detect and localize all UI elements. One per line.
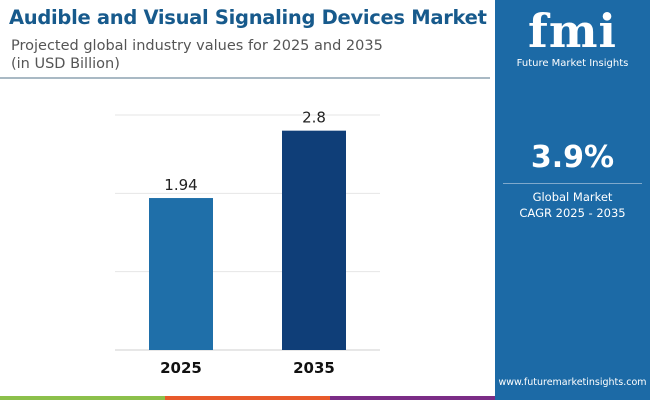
cagr-label: Global Market CAGR 2025 - 2035 [495, 189, 650, 221]
x-tick-label: 2025 [160, 359, 202, 377]
chart-title: Audible and Visual Signaling Devices Mar… [9, 6, 487, 29]
cagr-divider [503, 183, 642, 184]
chart-subtitle: Projected global industry values for 202… [11, 37, 481, 73]
subtitle-line-1: Projected global industry values for 202… [11, 38, 383, 54]
cagr-value: 3.9% [530, 140, 615, 175]
website-link[interactable]: www.futuremarketinsights.com [498, 377, 647, 388]
stripe-segment [330, 396, 495, 400]
fmi-logo: fmi Future Market Insights [495, 4, 650, 69]
side-panel: fmi Future Market Insights 3.9% Global M… [495, 0, 650, 400]
logo-mark: fmi [528, 4, 617, 58]
logo-name: Future Market Insights [516, 58, 629, 69]
color-stripe [0, 396, 495, 400]
cagr-label-line-1: Global Market [532, 190, 613, 204]
data-label: 2.8 [302, 109, 326, 127]
header-divider [0, 77, 490, 79]
stripe-segment [165, 396, 330, 400]
subtitle-line-2: (in USD Billion) [11, 56, 120, 72]
bar-2035 [282, 130, 346, 350]
bar-chart: 1.94 2025 2.8 2035 [115, 109, 380, 377]
x-tick-label: 2035 [293, 359, 335, 377]
cagr-label-line-2: CAGR 2025 - 2035 [519, 206, 626, 220]
data-label: 1.94 [164, 176, 197, 194]
stripe-segment [0, 396, 165, 400]
bar-2025 [149, 198, 213, 350]
